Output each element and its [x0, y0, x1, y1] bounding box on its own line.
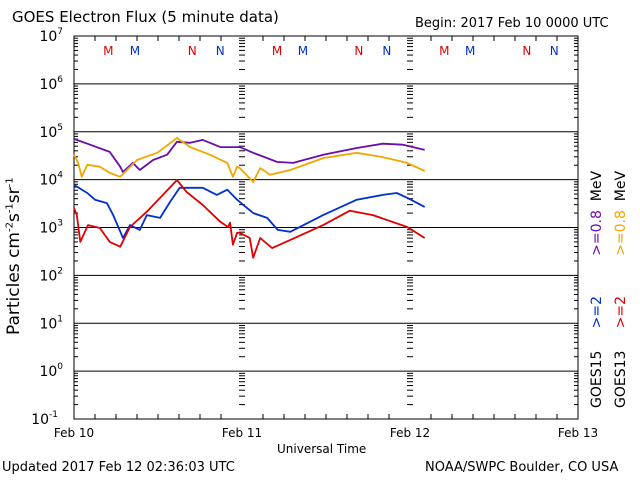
y-tick-label: 104 [39, 171, 63, 189]
x-tick-label: Feb 13 [558, 426, 598, 440]
noon-midnight-marker: N [188, 44, 197, 58]
legend-goes13-2mev: >=2 [613, 295, 629, 329]
series-line-goes13-2-mev [73, 179, 426, 259]
legend-col1: GOES15 >=2 >=0.8 MeV [589, 171, 605, 408]
chart-title: GOES Electron Flux (5 minute data) [12, 8, 279, 26]
legend-goes15-2mev: >=2 [589, 295, 605, 329]
legend-col2: GOES13 >=2 >=0.8 MeV [613, 171, 629, 408]
updated-time: Updated 2017 Feb 12 02:36:03 UTC [2, 460, 235, 475]
x-tick-label: Feb 11 [222, 426, 262, 440]
y-tick-label: 106 [39, 75, 63, 93]
noon-midnight-marker: M [439, 44, 449, 58]
noon-midnight-marker: N [216, 44, 225, 58]
noon-midnight-marker: N [522, 44, 531, 58]
series-line-goes13-0-8-mev [73, 137, 426, 183]
x-tick-label: Feb 12 [390, 426, 430, 440]
legend-goes15-08mev: >=0.8 [589, 210, 605, 256]
y-tick-label: 100 [39, 362, 63, 380]
noon-midnight-marker: M [272, 44, 282, 58]
x-axis-label: Universal Time [277, 442, 367, 456]
y-tick-label: 107 [39, 27, 63, 45]
x-tick-label: Feb 10 [54, 426, 94, 440]
noon-midnight-marker: N [382, 44, 391, 58]
y-tick-label: 102 [39, 266, 63, 284]
noon-midnight-marker: M [298, 44, 308, 58]
y-axis-label: Particles cm-2s-1sr-1 [4, 177, 24, 335]
legend-sat-goes13: GOES13 [613, 350, 629, 408]
noon-midnight-marker: N [550, 44, 559, 58]
y-tick-label: 101 [39, 314, 63, 332]
noon-midnight-marker: M [130, 44, 140, 58]
series-line-goes15-0-8-mev [73, 138, 425, 173]
series-line-goes15-2-mev [73, 184, 426, 239]
credit: NOAA/SWPC Boulder, CO USA [425, 460, 619, 475]
legend-unit: MeV [589, 170, 605, 202]
noon-midnight-marker: M [103, 44, 113, 58]
legend-unit: MeV [613, 170, 629, 202]
legend-sat-goes15: GOES15 [589, 350, 605, 408]
y-tick-label: 105 [39, 123, 63, 141]
noon-midnight-marker: N [354, 44, 363, 58]
noon-midnight-marker: M [465, 44, 475, 58]
y-tick-label: 103 [39, 219, 63, 237]
legend-goes13-08mev: >=0.8 [613, 210, 629, 256]
begin-time: Begin: 2017 Feb 10 0000 UTC [415, 16, 609, 31]
